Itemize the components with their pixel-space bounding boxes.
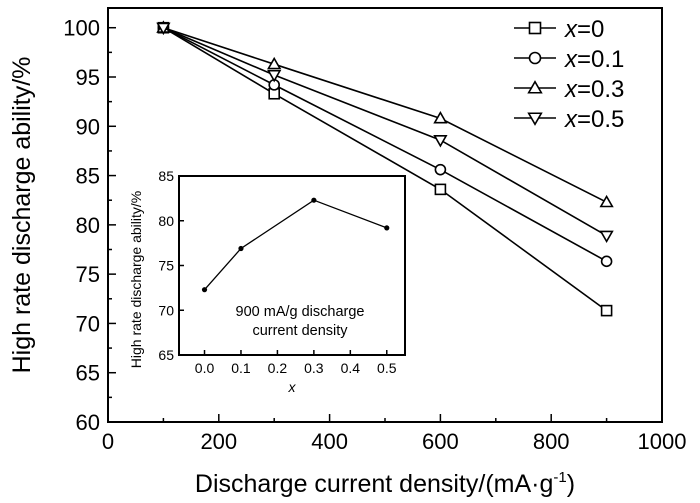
- series-line: [163, 26, 607, 237]
- data-point: [434, 163, 447, 176]
- inset-annotation: current density: [252, 323, 348, 339]
- data-point: [433, 134, 448, 148]
- inset-x-tick-label: 0.1: [231, 360, 251, 376]
- data-point: [600, 304, 613, 317]
- series-line: [163, 26, 607, 203]
- main-plot: 0 200 400 600 800 1000 60 65 70 75 80 85 90 95 100 Disc…: [8, 7, 687, 498]
- y-tick-label: 65: [76, 361, 100, 386]
- inset-x-tick-label: 0.3: [304, 360, 324, 376]
- data-point: [267, 56, 282, 70]
- inset-plot: 0.0 0.1 0.2 0.3 0.4 0.5 65 70 75 80 85 x High rate d…: [128, 168, 406, 395]
- inset-y-tick-label: 65: [158, 347, 174, 363]
- legend-marker: [527, 80, 543, 94]
- data-point: [599, 230, 614, 244]
- legend-label: x=0.3: [564, 76, 624, 103]
- inset-y-tick-label: 70: [158, 302, 174, 318]
- inset-x-tick-label: 0.2: [268, 360, 288, 376]
- inset-x-tick-label: 0.4: [341, 360, 361, 376]
- y-tick-label: 90: [76, 114, 100, 139]
- legend-marker: [528, 51, 542, 65]
- x-tick-label: 800: [533, 429, 570, 454]
- x-tick-label: 1000: [638, 429, 687, 454]
- inset-x-tick-label: 0.5: [377, 360, 397, 376]
- series-line: [162, 27, 608, 312]
- data-point: [267, 69, 282, 83]
- inset-data-point: [201, 287, 208, 293]
- legend-label: x=0: [564, 16, 604, 43]
- data-point: [599, 194, 614, 208]
- inset-data-point: [384, 225, 390, 231]
- x-tick-label: 400: [311, 429, 348, 454]
- data-point: [600, 255, 613, 268]
- inset-data-point: [238, 245, 244, 252]
- y-axis-title: High rate discharge ability/%: [8, 57, 36, 374]
- inset-data-point: [311, 197, 317, 203]
- data-point: [434, 183, 447, 196]
- legend: x=0 x=0.1 x=0.3 x=0.5: [514, 16, 624, 133]
- y-tick-label: 80: [76, 213, 100, 238]
- inset-y-tick-label: 80: [158, 213, 174, 229]
- x-tick-label: 200: [200, 429, 237, 454]
- y-tick-label: 75: [76, 262, 100, 287]
- inset-y-axis-title: High rate discharge ability/%: [128, 191, 144, 368]
- inset-x-axis-title: x: [288, 379, 297, 395]
- series-line: [163, 27, 607, 263]
- y-tick-label: 85: [76, 164, 100, 189]
- inset-annotation: 900 mA/g discharge: [236, 304, 365, 320]
- y-tick-label: 100: [63, 16, 100, 41]
- inset-x-tick-label: 0.0: [195, 360, 215, 376]
- data-point: [156, 22, 171, 36]
- legend-marker: [528, 21, 542, 35]
- y-tick-label: 95: [76, 65, 100, 90]
- inset-y-tick-label: 85: [158, 168, 174, 184]
- x-tick-label: 0: [102, 429, 114, 454]
- x-axis-title: Discharge current density/(mA·g-1): [195, 469, 575, 498]
- x-tick-label: 600: [422, 429, 459, 454]
- y-tick-label: 60: [76, 410, 100, 435]
- inset-series-line: [204, 199, 388, 291]
- legend-label: x=0.5: [564, 106, 624, 133]
- inset-y-tick-label: 75: [158, 258, 174, 274]
- data-point: [433, 111, 448, 124]
- legend-marker: [527, 112, 543, 126]
- y-tick-label: 70: [76, 311, 100, 336]
- legend-label: x=0.1: [564, 46, 624, 73]
